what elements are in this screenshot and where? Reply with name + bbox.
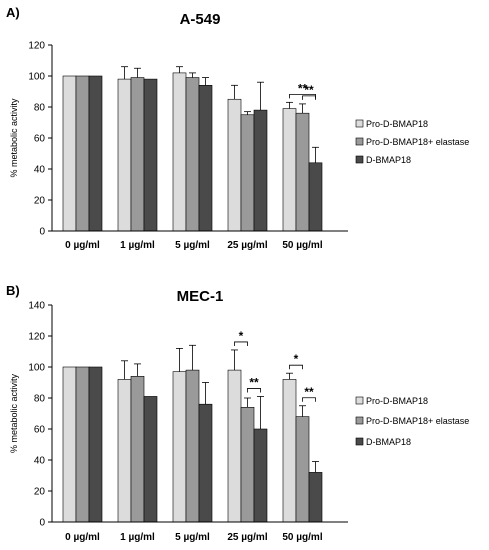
y-tick-label: 0 [39,518,45,529]
y-tick-label: 100 [28,72,45,83]
legend-swatch [355,416,364,425]
bar [227,369,242,523]
significance-marker: * [239,329,244,343]
y-tick-label: 40 [34,165,46,176]
x-tick-label: 1 µg/ml [120,532,155,543]
y-tick-label: 120 [28,41,45,52]
legend-swatch [355,155,364,164]
legend-label: Pro-D-BMAP18 [366,119,428,129]
x-tick-label: 5 µg/ml [175,532,210,543]
x-tick-label: 0 µg/ml [65,532,100,543]
significance-bracket [234,341,248,346]
chart-panel-a: A) A-549 % metabolic activity 0 20 40 60 80 100 1… [6,5,469,251]
bar [185,77,200,232]
bar [295,112,310,232]
significance-bracket [247,388,261,393]
bar [253,428,268,523]
legend-swatch [355,396,364,405]
bar [185,369,200,523]
y-tick-label: 100 [28,363,45,374]
significance-marker: ** [304,83,314,97]
y-tick-label: 60 [34,134,46,145]
y-tick-label: 20 [34,487,46,498]
y-tick-label: 120 [28,332,45,343]
bar [88,75,103,232]
bar [227,98,242,232]
bar [143,78,158,232]
bar [198,85,213,232]
chart-title: A-549 [180,11,221,28]
x-tick-label: 5 µg/ml [175,240,210,251]
x-tick-label: 50 µg/ml [282,240,322,251]
significance-marker: ** [304,385,314,399]
y-tick-label: 140 [28,301,45,312]
y-axis-label: % metabolic activity [9,98,19,178]
bar [240,406,255,523]
legend-label: D-BMAP18 [366,155,411,165]
significance-bracket [302,397,316,402]
legend-swatch [355,437,364,446]
legend-swatch [355,137,364,146]
bar [172,72,187,232]
significance-marker: * [294,352,299,366]
bar [143,396,158,523]
bar [130,375,145,523]
bar [117,78,132,232]
significance-marker: ** [249,375,259,389]
chart-title: MEC-1 [177,288,224,305]
x-tick-label: 50 µg/ml [282,532,322,543]
bar [172,371,187,523]
bar [282,108,297,232]
significance-bracket [289,364,303,370]
bar [75,366,90,523]
chart-panel-b: B) MEC-1 % metabolic activity 0 20 40 60 80 100 1… [6,283,469,543]
bar [308,162,323,232]
bar [130,77,145,232]
x-tick-label: 0 µg/ml [65,240,100,251]
legend-swatch [355,119,364,128]
bar [62,75,77,232]
legend-label: Pro-D-BMAP18+ elastase [366,137,469,147]
legend-label: Pro-D-BMAP18+ elastase [366,416,469,426]
legend-label: Pro-D-BMAP18 [366,396,428,406]
bar [240,114,255,232]
x-tick-label: 1 µg/ml [120,240,155,251]
panel-label: A) [6,5,20,20]
y-tick-label: 80 [34,103,46,114]
y-tick-label: 20 [34,196,46,207]
x-tick-label: 25 µg/ml [227,240,267,251]
bar [253,109,268,232]
panel-label: B) [6,283,20,298]
bar [62,366,77,523]
bar [198,403,213,523]
bar [295,416,310,523]
y-axis-label: % metabolic activity [9,373,19,453]
y-tick-label: 0 [39,227,45,238]
y-tick-label: 40 [34,456,46,467]
legend-label: D-BMAP18 [366,437,411,447]
significance-marker: ** [298,81,308,95]
bar [75,75,90,232]
bar [308,472,323,523]
significance-bracket [302,95,316,100]
bar [282,379,297,523]
bar [117,379,132,523]
bar [88,366,103,523]
y-tick-label: 80 [34,394,46,405]
y-tick-label: 60 [34,425,46,436]
x-tick-label: 25 µg/ml [227,532,267,543]
